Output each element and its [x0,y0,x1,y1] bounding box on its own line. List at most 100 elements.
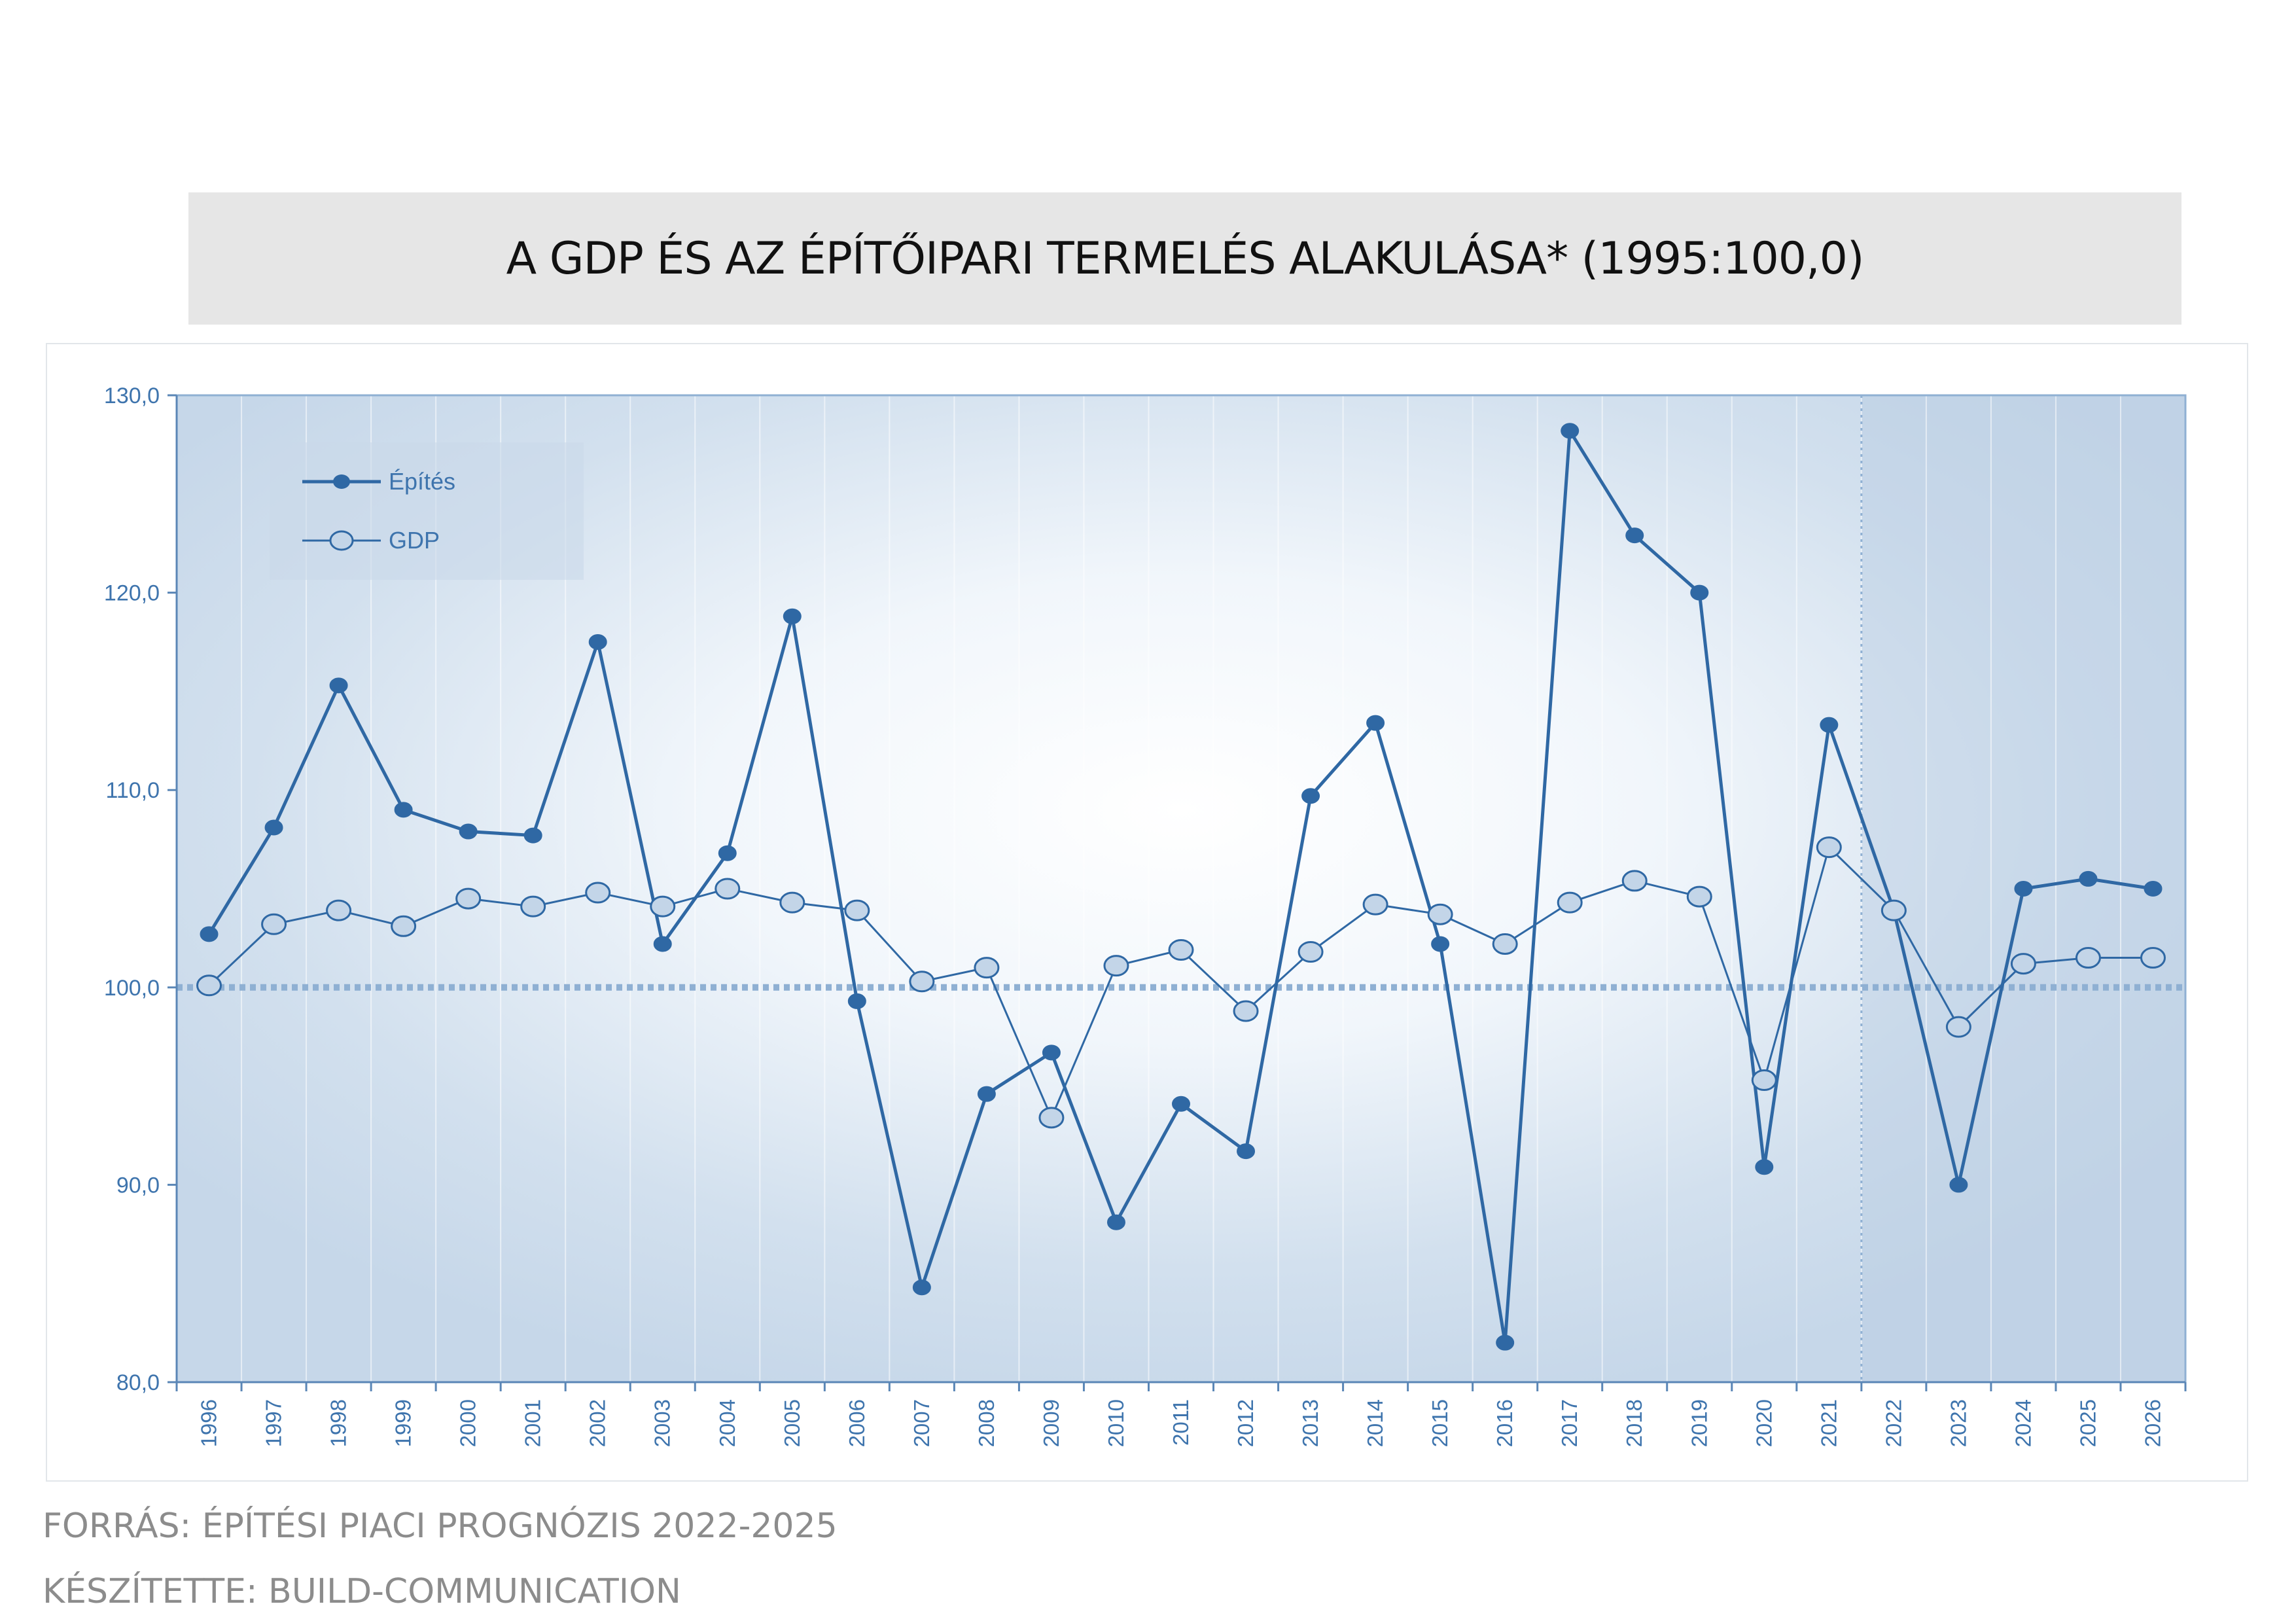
x-tick-label: 2001 [521,1399,545,1447]
point-epites [1625,527,1644,544]
point-epites [1172,1096,1190,1112]
point-epites [2144,881,2163,897]
point-epites [459,823,478,840]
point-gdp [1103,955,1129,977]
x-tick-label: 2004 [715,1399,739,1447]
point-epites [653,936,672,952]
x-tick-label: 2015 [1428,1399,1452,1447]
point-epites [1431,936,1450,952]
point-epites [912,1279,931,1296]
footer-source: FORRÁS: ÉPÍTÉSI PIACI PROGNÓZIS 2022-202… [43,1507,838,1546]
point-gdp [391,915,417,937]
point-gdp [2075,947,2101,969]
y-tick-label: 110,0 [105,778,160,803]
point-epites [847,993,866,1009]
point-epites [1301,788,1320,804]
chart-title: A GDP ÉS AZ ÉPÍTŐIPARI TERMELÉS ALAKULÁS… [506,232,1865,285]
point-gdp [909,971,935,993]
x-tick-label: 2025 [2075,1399,2100,1447]
x-tick-label: 2005 [780,1399,804,1447]
y-tick-label: 100,0 [104,976,160,1001]
point-epites [1820,717,1839,733]
x-tick-label: 2012 [1233,1399,1258,1447]
point-epites [718,845,737,861]
x-tick-label: 2007 [910,1399,934,1447]
point-gdp [844,899,870,921]
point-gdp [455,887,482,910]
point-epites [394,802,413,818]
point-gdp [1881,899,1907,921]
x-tick-label: 2022 [1881,1399,1905,1447]
x-tick-label: 2023 [1946,1399,1970,1447]
y-tick-label: 90,0 [116,1173,160,1198]
title-bar: A GDP ÉS AZ ÉPÍTŐIPARI TERMELÉS ALAKULÁS… [188,192,2181,325]
x-tick-label: 2016 [1492,1399,1517,1447]
x-tick-label: 2000 [456,1399,480,1447]
x-tick-label: 2017 [1557,1399,1581,1447]
point-epites [2079,870,2098,887]
x-tick-label: 1999 [391,1399,415,1447]
x-tick-label: 1997 [262,1399,286,1447]
point-gdp [1038,1107,1065,1129]
x-tick-label: 2020 [1752,1399,1776,1447]
point-gdp [1168,938,1194,961]
point-epites [977,1086,996,1102]
point-epites [783,608,802,624]
point-epites [329,677,348,694]
chart-svg: 80,0 90,0 100,0 110,0 120,0 130,0 1996 1997 1998… [104,383,2187,1447]
point-gdp [1945,1016,1971,1038]
point-epites [588,634,607,650]
point-gdp [1816,836,1842,859]
chart-frame: 80,0 90,0 100,0 110,0 120,0 130,0 1996 1997 1998… [46,343,2248,1482]
legend-label: GDP [389,527,440,554]
point-gdp [1492,933,1518,955]
footer-author: KÉSZÍTETTE: BUILD-COMMUNICATION [43,1572,681,1611]
point-epites [264,819,283,836]
point-gdp [2140,947,2166,969]
legend-label: Építés [389,468,455,495]
point-epites [523,827,542,844]
point-gdp [1427,903,1453,925]
point-gdp [520,895,546,918]
point-gdp [196,974,222,997]
point-epites [1496,1334,1515,1351]
point-gdp [326,899,352,921]
x-tick-label: 2011 [1169,1399,1193,1446]
point-epites [1366,715,1385,731]
point-gdp [261,913,287,935]
legend-marker-epites [333,474,350,489]
legend-box [270,442,584,580]
x-tick-label: 2026 [2140,1399,2164,1447]
y-tick-label: 130,0 [104,383,160,408]
x-tick-label: 2009 [1039,1399,1063,1447]
y-tick-label: 120,0 [104,581,160,606]
point-gdp [650,895,676,918]
point-gdp [585,882,611,904]
point-gdp [1557,891,1583,914]
point-epites [1755,1159,1774,1175]
point-epites [1690,584,1709,601]
point-epites [1106,1214,1125,1230]
point-gdp [715,878,741,900]
legend-marker-gdp [329,530,354,551]
point-gdp [2010,953,2036,975]
x-tick-label: 1996 [197,1399,221,1447]
x-tick-label: 1998 [327,1399,351,1447]
x-tick-label: 2008 [974,1399,998,1447]
x-tick-label: 2021 [1816,1399,1841,1447]
point-gdp [1298,941,1324,963]
point-epites [2014,881,2033,897]
x-tick-label: 2010 [1104,1399,1128,1447]
y-tick-label: 80,0 [116,1370,160,1395]
x-tick-label: 2013 [1298,1399,1322,1447]
point-gdp [1751,1069,1777,1092]
x-tick-label: 2006 [845,1399,869,1447]
x-tick-label: 2003 [650,1399,675,1447]
x-tick-label: 2018 [1622,1399,1646,1447]
point-epites [1949,1177,1968,1193]
point-gdp [1362,893,1388,916]
point-gdp [1233,1000,1259,1022]
point-epites [1237,1143,1256,1160]
point-epites [1042,1044,1061,1061]
x-tick-label: 2024 [2011,1399,2035,1447]
